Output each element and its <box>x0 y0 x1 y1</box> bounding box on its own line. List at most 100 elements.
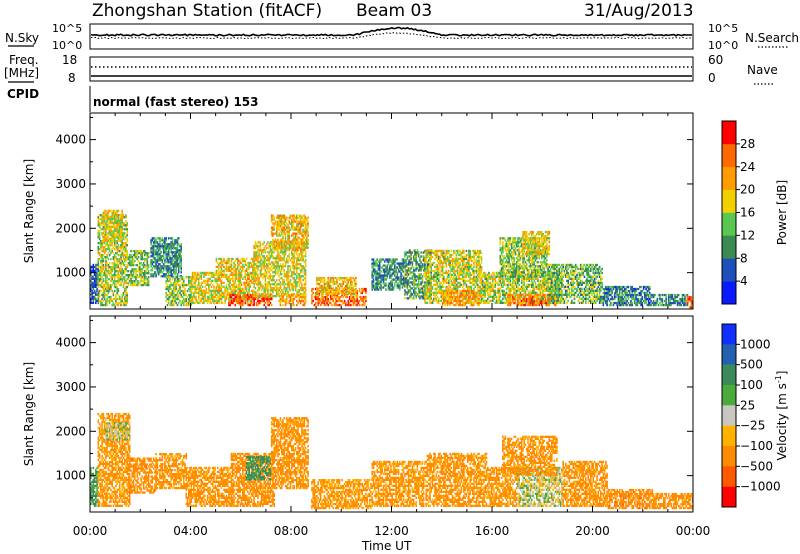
data-cell <box>127 278 130 281</box>
data-cell <box>95 301 97 304</box>
data-cell <box>116 223 118 226</box>
data-cell <box>282 283 284 286</box>
data-cell <box>422 255 425 258</box>
data-cell <box>116 240 118 243</box>
data-cell <box>430 281 432 284</box>
data-cell <box>169 243 171 246</box>
data-cell <box>201 295 204 298</box>
nsearch-tick-bottom: 10^0 <box>708 39 738 52</box>
data-cell <box>253 273 255 276</box>
data-cell <box>283 281 286 284</box>
data-cell <box>103 211 106 214</box>
data-cell <box>270 214 273 217</box>
data-cell <box>265 243 268 246</box>
data-cell <box>287 277 289 280</box>
data-cell <box>100 240 102 243</box>
data-cell <box>348 288 351 292</box>
data-cell <box>203 291 205 294</box>
data-cell <box>245 297 248 301</box>
data-cell <box>283 269 286 272</box>
data-cell <box>223 293 225 296</box>
data-cell <box>221 273 224 276</box>
data-cell <box>111 219 113 222</box>
data-cell <box>291 248 293 251</box>
data-cell <box>93 265 96 269</box>
data-cell <box>121 270 123 273</box>
data-cell <box>113 262 116 265</box>
data-cell <box>108 219 111 222</box>
data-cell <box>304 253 307 256</box>
data-cell <box>125 220 127 223</box>
data-cell <box>90 267 92 271</box>
data-cell <box>146 264 149 267</box>
data-cell <box>294 265 297 268</box>
data-cell <box>262 287 264 290</box>
data-cell <box>100 270 102 273</box>
data-cell <box>335 301 337 305</box>
data-cell <box>154 259 156 262</box>
data-cell <box>108 239 111 242</box>
data-cell <box>283 242 286 245</box>
data-cell <box>225 287 228 290</box>
data-cell <box>96 277 98 280</box>
data-cell <box>211 295 214 298</box>
data-cell <box>117 219 120 222</box>
data-cell <box>205 291 208 294</box>
data-cell <box>348 301 351 305</box>
data-cell <box>157 237 160 240</box>
data-cell <box>230 263 233 267</box>
data-cell <box>247 277 249 280</box>
data-cell <box>304 234 307 237</box>
data-cell <box>358 303 361 307</box>
data-cell <box>260 293 263 296</box>
data-cell <box>304 226 307 229</box>
data-cell <box>239 293 242 296</box>
data-cell <box>209 277 211 280</box>
data-cell <box>255 291 258 294</box>
data-cell <box>324 297 327 301</box>
data-cell <box>172 303 175 307</box>
data-cell <box>249 285 252 288</box>
data-cell <box>186 295 189 299</box>
data-cell <box>177 269 180 272</box>
data-cell <box>380 282 382 285</box>
data-cell <box>151 251 154 254</box>
data-cell <box>150 265 152 268</box>
data-cell <box>111 217 113 220</box>
data-cell <box>406 275 409 278</box>
data-cell <box>270 251 273 254</box>
data-cell <box>331 295 333 299</box>
data-cell <box>140 250 142 253</box>
data-cell <box>429 259 431 263</box>
data-cell <box>283 240 286 243</box>
data-cell <box>146 254 149 257</box>
data-cell <box>296 240 298 243</box>
nsky-trace <box>90 26 693 37</box>
data-cell <box>243 295 245 298</box>
data-cell <box>433 299 435 302</box>
data-cell <box>279 224 282 227</box>
data-cell <box>245 263 248 267</box>
data-cell <box>92 283 95 286</box>
data-cell <box>415 255 417 258</box>
data-cell <box>337 288 340 292</box>
data-cell <box>91 297 93 300</box>
data-cell <box>112 280 115 283</box>
data-cell <box>122 278 125 281</box>
data-cell <box>396 274 399 277</box>
data-cell <box>164 247 166 250</box>
data-cell <box>111 250 113 253</box>
data-cell <box>162 255 165 258</box>
data-cell <box>283 246 286 249</box>
data-cell <box>234 295 237 299</box>
data-cell <box>301 224 303 227</box>
data-cell <box>297 246 299 249</box>
data-cell <box>436 275 439 278</box>
data-cell <box>247 299 249 302</box>
data-cell <box>303 222 306 225</box>
data-cell <box>118 223 121 226</box>
data-cell <box>181 285 184 289</box>
data-cell <box>255 255 258 258</box>
data-cell <box>259 257 262 260</box>
data-cell <box>253 265 255 269</box>
